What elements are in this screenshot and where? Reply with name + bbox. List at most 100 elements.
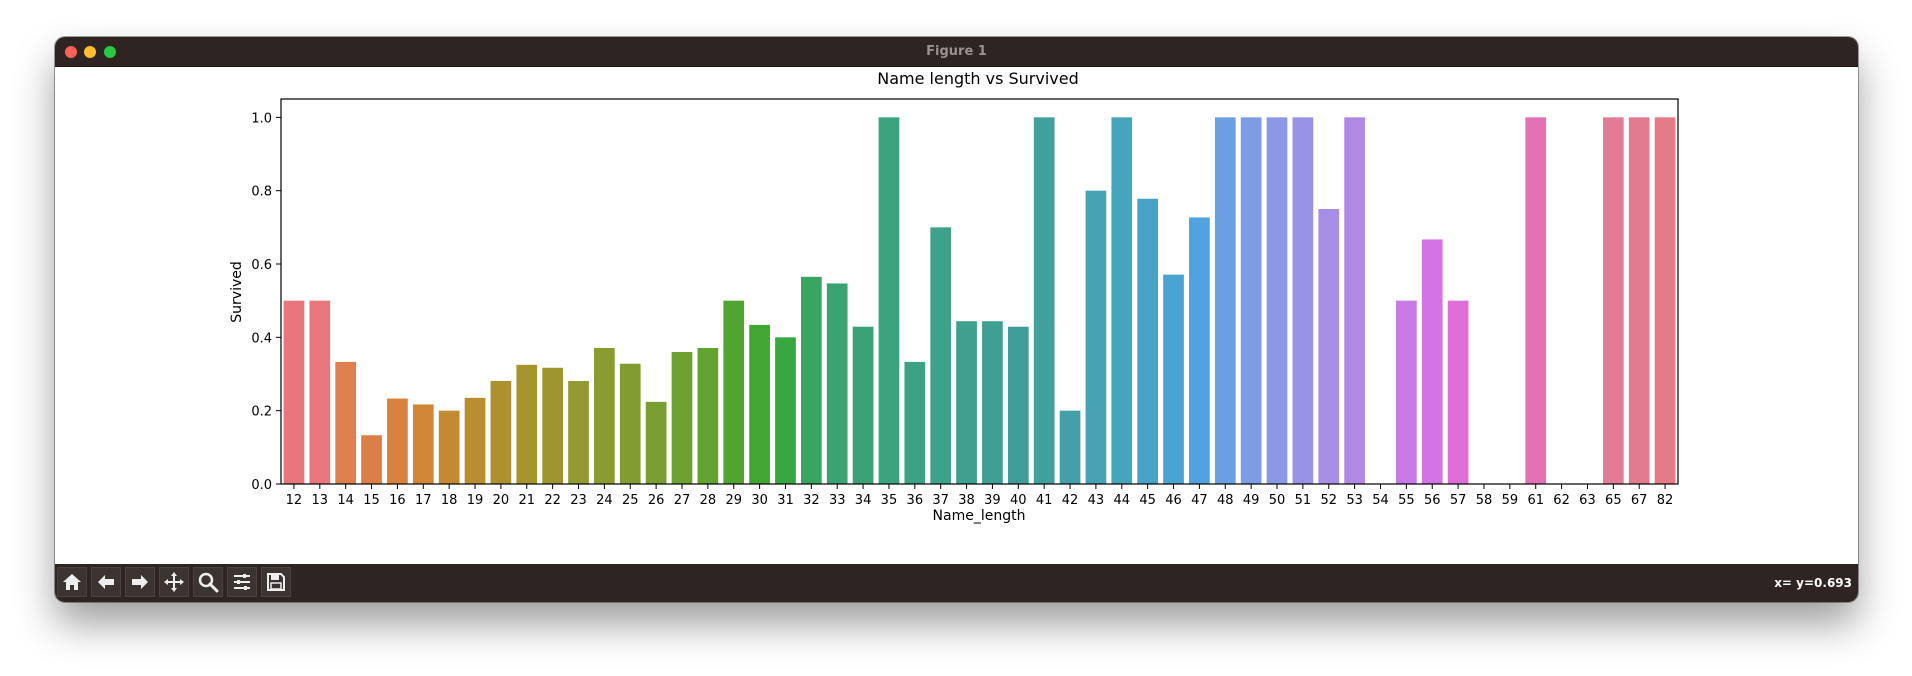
- x-axis: 12 13 14 15 16 17 18 19 20 21 22 23 24 25 26 27 28 29 30 31…: [286, 484, 1674, 508]
- close-window-button[interactable]: [65, 46, 77, 58]
- home-icon: [63, 574, 81, 590]
- bar-16: [387, 398, 408, 484]
- x-tick-label: 82: [1657, 493, 1674, 508]
- y-tick-label: 0.8: [251, 185, 272, 200]
- x-tick-label: 26: [648, 493, 665, 508]
- x-tick-label: 33: [829, 493, 846, 508]
- forward-arrow-icon: [132, 575, 148, 589]
- x-tick-label: 25: [622, 493, 639, 508]
- x-tick-label: 16: [389, 493, 406, 508]
- bar-34: [852, 326, 874, 484]
- bar-21: [516, 364, 538, 484]
- bar-38: [956, 321, 977, 484]
- bar-47: [1189, 217, 1210, 484]
- bar-42: [1059, 410, 1081, 484]
- x-tick-label: 14: [337, 493, 354, 508]
- bar-18: [438, 410, 460, 484]
- x-tick-label: 13: [312, 493, 329, 508]
- bar-14: [335, 361, 357, 484]
- x-tick-label: 19: [467, 493, 484, 508]
- figure-canvas[interactable]: Name length vs Survived 0.0 0.2 0.4 0.6 0.8 1…: [55, 67, 1858, 564]
- x-tick-label: 35: [881, 493, 898, 508]
- bar-24: [594, 347, 615, 484]
- window-title: Figure 1: [926, 44, 987, 59]
- y-tick-label: 0.4: [251, 331, 272, 346]
- bar-57: [1447, 300, 1469, 484]
- x-tick-label: 56: [1424, 493, 1441, 508]
- x-tick-label: 53: [1346, 493, 1363, 508]
- x-tick-label: 40: [1010, 493, 1027, 508]
- x-tick-label: 61: [1527, 493, 1544, 508]
- bar-22: [542, 367, 563, 484]
- bar-43: [1085, 190, 1107, 484]
- bar-40: [1007, 326, 1029, 484]
- back-arrow-icon: [98, 575, 114, 589]
- bar-67: [1628, 117, 1650, 485]
- bar-26: [645, 401, 667, 484]
- minimize-window-button[interactable]: [84, 46, 96, 58]
- x-tick-label: 62: [1553, 493, 1570, 508]
- plot-frame: [280, 98, 1679, 485]
- save-icon: [267, 573, 285, 591]
- y-tick-label: 0.0: [251, 478, 272, 493]
- bar-49: [1240, 117, 1262, 485]
- y-axis: 0.0 0.2 0.4 0.6 0.8 1.0: [251, 111, 281, 493]
- bar-25: [619, 363, 641, 484]
- bar-17: [412, 404, 434, 484]
- bars-group: [283, 117, 1676, 485]
- home-button[interactable]: [57, 567, 87, 597]
- bar-12: [283, 300, 305, 484]
- bar-37: [930, 227, 952, 485]
- x-tick-label: 54: [1372, 493, 1389, 508]
- x-tick-label: 58: [1476, 493, 1493, 508]
- bar-19: [464, 397, 486, 484]
- cursor-coordinates: x= y=0.693: [1774, 576, 1852, 590]
- bar-45: [1137, 198, 1159, 484]
- bar-30: [749, 324, 770, 484]
- pan-button[interactable]: [159, 567, 189, 597]
- x-tick-label: 30: [751, 493, 768, 508]
- bar-51: [1292, 117, 1314, 485]
- x-tick-label: 28: [700, 493, 717, 508]
- x-tick-label: 32: [803, 493, 820, 508]
- bar-23: [568, 380, 589, 484]
- bar-20: [490, 380, 512, 484]
- configure-icon: [234, 574, 250, 590]
- x-tick-label: 47: [1191, 493, 1208, 508]
- bar-55: [1396, 300, 1417, 484]
- x-tick-label: 65: [1605, 493, 1622, 508]
- x-tick-label: 24: [596, 493, 613, 508]
- bar-chart: Name length vs Survived 0.0 0.2 0.4 0.6 0.8 1…: [229, 69, 1679, 524]
- x-tick-label: 34: [855, 493, 872, 508]
- bar-28: [697, 347, 719, 484]
- back-button[interactable]: [91, 567, 121, 597]
- x-tick-label: 17: [415, 493, 432, 508]
- x-tick-label: 49: [1243, 493, 1260, 508]
- bar-50: [1266, 117, 1288, 485]
- zoom-button[interactable]: [193, 567, 223, 597]
- maximize-window-button[interactable]: [104, 46, 116, 58]
- bar-41: [1033, 117, 1055, 485]
- bar-82: [1654, 117, 1676, 485]
- bar-56: [1421, 239, 1443, 484]
- x-tick-label: 67: [1631, 493, 1648, 508]
- figure-window: Figure 1 Name length vs Survived 0.0 0.2 0…: [55, 37, 1858, 602]
- x-tick-label: 51: [1295, 493, 1312, 508]
- x-tick-label: 43: [1088, 493, 1105, 508]
- save-button[interactable]: [261, 567, 291, 597]
- bar-31: [775, 337, 796, 484]
- bar-65: [1602, 117, 1624, 485]
- x-tick-label: 52: [1320, 493, 1337, 508]
- y-axis-label: Survived: [229, 261, 245, 322]
- x-tick-label: 63: [1579, 493, 1596, 508]
- x-axis-label: Name_length: [933, 508, 1026, 524]
- bar-32: [800, 276, 822, 484]
- bar-33: [826, 283, 848, 484]
- forward-button[interactable]: [125, 567, 155, 597]
- bar-13: [309, 300, 331, 484]
- x-tick-label: 36: [907, 493, 924, 508]
- configure-subplots-button[interactable]: [227, 567, 257, 597]
- y-tick-label: 1.0: [251, 111, 272, 126]
- title-bar[interactable]: Figure 1: [55, 37, 1858, 67]
- x-tick-label: 15: [363, 493, 380, 508]
